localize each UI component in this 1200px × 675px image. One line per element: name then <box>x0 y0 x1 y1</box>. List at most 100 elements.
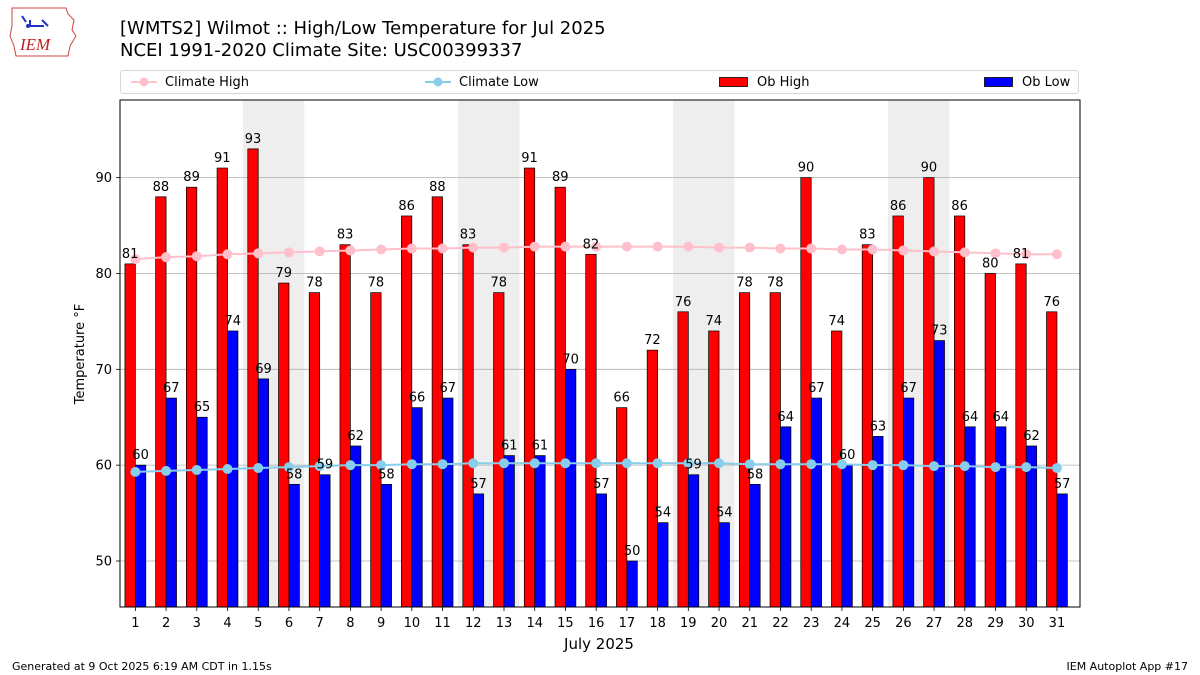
ob-high-value-label: 78 <box>368 276 385 291</box>
ob-low-bar <box>196 416 208 608</box>
climate-high-point <box>744 242 755 253</box>
x-tick-label: 31 <box>1049 616 1066 631</box>
climate-high-point <box>314 246 325 257</box>
x-tick-label: 12 <box>465 616 482 631</box>
climate-high-line-icon <box>131 77 157 87</box>
climate-high-point <box>345 245 356 256</box>
ob-high-value-label: 86 <box>398 199 415 214</box>
climate-high-point <box>406 243 417 254</box>
climate-low-point <box>376 460 387 471</box>
ob-high-value-label: 66 <box>613 391 630 406</box>
ob-low-value-label: 57 <box>593 477 610 492</box>
ob-low-value-label: 70 <box>562 352 579 367</box>
ob-low-value-label: 57 <box>1054 477 1071 492</box>
climate-high-point <box>652 241 663 252</box>
x-tick-label: 15 <box>557 616 574 631</box>
ob-low-bar <box>780 426 792 608</box>
x-tick-label: 14 <box>526 616 543 631</box>
ob-high-value-label: 90 <box>921 161 938 176</box>
ob-high-swatch-icon <box>719 77 748 87</box>
ob-low-bar <box>687 474 700 608</box>
climate-high-point <box>560 241 571 252</box>
ob-high-bar <box>831 330 843 608</box>
x-tick-label: 21 <box>741 616 758 631</box>
legend-label: Climate Low <box>459 74 539 90</box>
ob-high-value-label: 83 <box>460 228 477 243</box>
ob-low-bar <box>534 455 546 608</box>
ob-high-bar <box>708 330 720 608</box>
x-tick-label: 2 <box>162 616 170 631</box>
climate-high-point <box>468 242 479 253</box>
climate-low-point <box>959 461 970 472</box>
ob-high-value-label: 78 <box>491 276 508 291</box>
x-tick-label: 1 <box>131 616 139 631</box>
x-tick-label: 24 <box>834 616 851 631</box>
climate-high-point <box>898 245 909 256</box>
ob-low-value-label: 67 <box>808 381 825 396</box>
ob-low-value-label: 60 <box>132 448 149 463</box>
climate-low-point <box>929 461 940 472</box>
ob-low-bar <box>288 483 300 608</box>
ob-high-value-label: 89 <box>552 170 569 185</box>
ob-high-value-label: 91 <box>521 151 538 166</box>
ob-low-value-label: 61 <box>532 439 549 454</box>
ob-low-bar <box>503 455 515 608</box>
ob-low-swatch-icon <box>984 77 1013 87</box>
climate-low-line-icon <box>425 77 451 87</box>
ob-high-value-label: 90 <box>798 161 815 176</box>
legend-label: Ob Low <box>1022 74 1071 90</box>
ob-low-value-label: 58 <box>286 467 303 482</box>
ob-high-value-label: 74 <box>828 314 845 329</box>
ob-high-value-label: 76 <box>1043 295 1060 310</box>
ob-low-bar <box>165 397 177 608</box>
generated-timestamp: Generated at 9 Oct 2025 6:19 AM CDT in 1… <box>12 660 272 673</box>
ob-low-value-label: 67 <box>163 381 180 396</box>
ob-high-value-label: 86 <box>890 199 907 214</box>
climate-low-point <box>683 458 694 469</box>
ob-high-bar <box>339 244 351 608</box>
ob-low-value-label: 64 <box>777 410 794 425</box>
x-tick-label: 6 <box>285 616 293 631</box>
ob-high-value-label: 79 <box>275 266 292 281</box>
ob-high-bar <box>523 167 536 608</box>
x-tick-label: 23 <box>803 616 820 631</box>
x-tick-label: 7 <box>316 616 324 631</box>
ob-high-bar <box>186 186 198 608</box>
x-tick-label: 16 <box>588 616 605 631</box>
ob-low-value-label: 66 <box>409 391 426 406</box>
ob-high-value-label: 74 <box>706 314 723 329</box>
ob-high-value-label: 88 <box>429 180 446 195</box>
ob-low-value-label: 61 <box>501 439 518 454</box>
climate-low-point <box>836 459 847 470</box>
climate-low-point <box>1051 463 1062 474</box>
ob-high-bar <box>247 148 259 608</box>
climate-high-point <box>499 242 509 253</box>
ob-low-bar <box>903 397 915 608</box>
climate-high-point <box>591 241 602 252</box>
climate-low-point <box>253 463 264 474</box>
legend-label: Ob High <box>757 74 810 90</box>
ob-low-value-label: 59 <box>685 458 702 473</box>
climate-high-point <box>161 252 172 263</box>
x-tick-label: 10 <box>404 616 421 631</box>
climate-low-point <box>437 459 448 470</box>
ob-low-value-label: 57 <box>470 477 487 492</box>
chart-title: [WMTS2] Wilmot :: High/Low Temperature f… <box>120 18 606 39</box>
climate-low-point <box>867 460 878 471</box>
chart-subtitle: NCEI 1991-2020 Climate Site: USC00399337 <box>120 40 523 61</box>
y-tick-label: 60 <box>95 459 112 474</box>
climate-high-point <box>1051 249 1062 260</box>
legend-item-climate-high: Climate High <box>131 71 249 93</box>
plot-frame <box>119 99 1081 608</box>
x-tick-label: 19 <box>680 616 697 631</box>
ob-low-bar <box>411 407 423 608</box>
iem-logo: IEM <box>9 7 77 57</box>
legend-item-ob-high: Ob High <box>719 71 810 93</box>
ob-low-value-label: 65 <box>194 400 211 415</box>
climate-high-point <box>222 249 233 260</box>
x-tick-label: 18 <box>649 616 666 631</box>
ob-high-bar <box>401 215 413 608</box>
ob-low-value-label: 67 <box>440 381 457 396</box>
x-tick-label: 22 <box>772 616 789 631</box>
climate-low-point <box>314 461 325 472</box>
